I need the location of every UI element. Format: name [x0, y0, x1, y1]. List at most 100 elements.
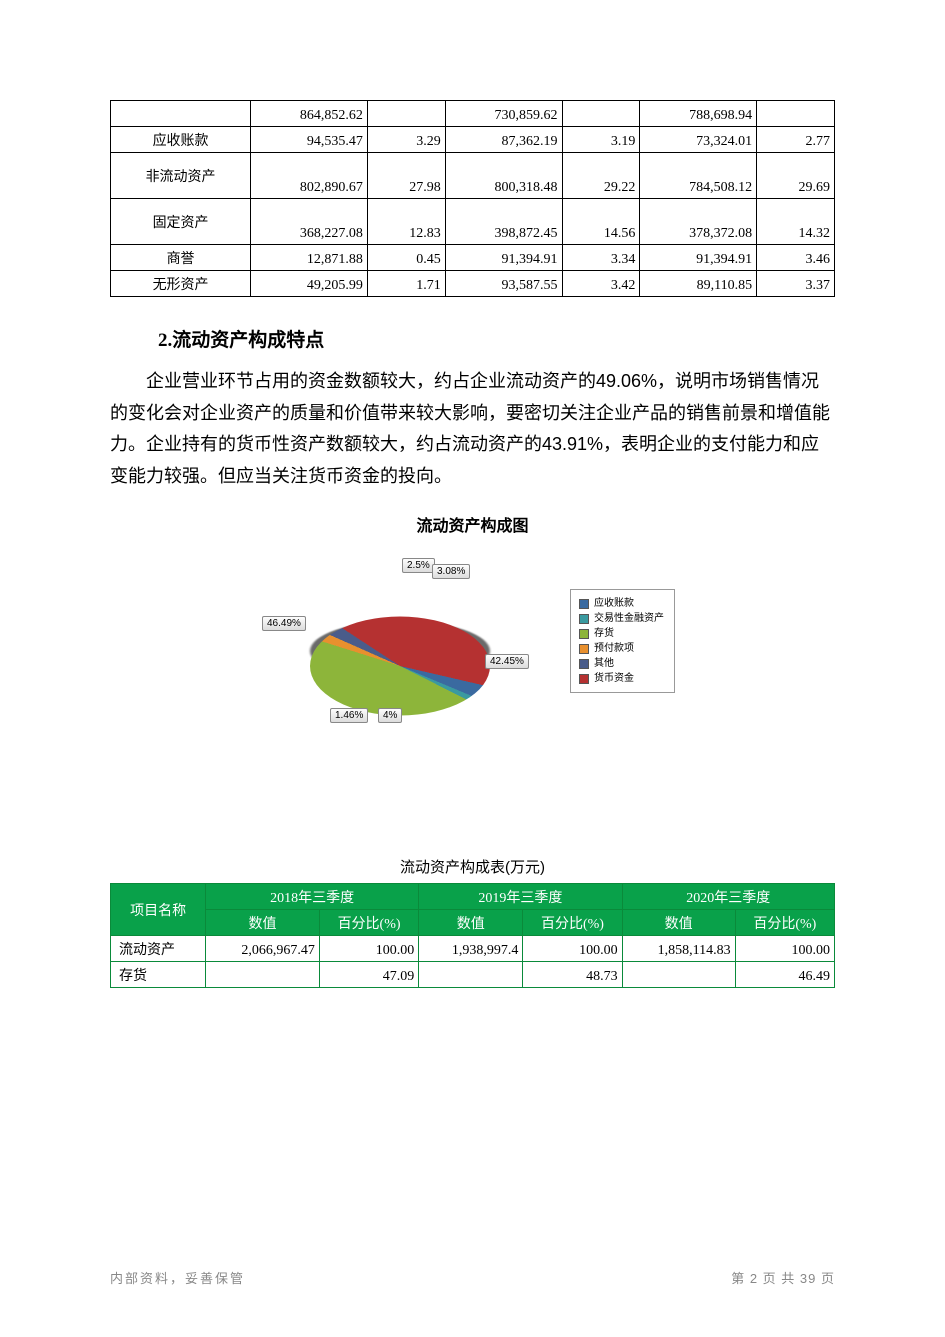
table-cell: 46.49	[735, 962, 834, 988]
table-row-label: 应收账款	[111, 127, 251, 153]
footer-right: 第 2 页 共 39 页	[731, 1268, 835, 1287]
table-cell	[562, 101, 640, 127]
table-cell: 91,394.91	[640, 245, 757, 271]
table-cell: 3.37	[757, 271, 835, 297]
table-cell: 788,698.94	[640, 101, 757, 127]
col-header-sub: 百分比(%)	[319, 910, 418, 936]
legend-label: 货币资金	[594, 671, 634, 686]
col-header-sub: 数值	[622, 910, 735, 936]
legend-swatch	[579, 614, 589, 624]
table-cell: 100.00	[735, 936, 834, 962]
table-cell: 2.77	[757, 127, 835, 153]
table-cell: 864,852.62	[251, 101, 368, 127]
table-cell: 91,394.91	[445, 245, 562, 271]
table-cell: 100.00	[523, 936, 622, 962]
footer-left: 内部资料，妥善保管	[110, 1268, 245, 1287]
table-row-label: 无形资产	[111, 271, 251, 297]
col-header-sub: 数值	[206, 910, 320, 936]
col-header-name: 项目名称	[111, 884, 206, 936]
chart-title: 流动资产构成图	[110, 512, 835, 536]
table-cell: 1.71	[367, 271, 445, 297]
legend-label: 交易性金融资产	[594, 611, 664, 626]
slice-label-yingshou: 4%	[378, 708, 402, 723]
table-cell: 93,587.55	[445, 271, 562, 297]
col-header-sub: 数值	[419, 910, 523, 936]
section-heading: 2.流动资产构成特点	[158, 325, 835, 352]
table-cell: 1,858,114.83	[622, 936, 735, 962]
table-cell: 800,318.48	[445, 153, 562, 199]
table-cell: 29.22	[562, 153, 640, 199]
table-cell: 87,362.19	[445, 127, 562, 153]
table-row-label: 非流动资产	[111, 153, 251, 199]
table-cell: 48.73	[523, 962, 622, 988]
body-paragraph: 企业营业环节占用的资金数额较大，约占企业流动资产的49.06%，说明市场销售情况…	[110, 366, 835, 492]
table-cell: 398,872.45	[445, 199, 562, 245]
legend-swatch	[579, 644, 589, 654]
col-header-sub: 百分比(%)	[523, 910, 622, 936]
table-cell: 3.34	[562, 245, 640, 271]
slice-label-yufu: 2.5%	[402, 558, 435, 573]
legend-item: 其他	[579, 656, 664, 671]
table-cell: 29.69	[757, 153, 835, 199]
slice-label-huobi: 42.45%	[485, 654, 529, 669]
table-cell: 94,535.47	[251, 127, 368, 153]
col-header-period: 2020年三季度	[622, 884, 834, 910]
table-cell	[367, 101, 445, 127]
table-cell: 3.29	[367, 127, 445, 153]
table-cell: 2,066,967.47	[206, 936, 320, 962]
table-cell: 47.09	[319, 962, 418, 988]
legend-item: 应收账款	[579, 596, 664, 611]
table-cell: 730,859.62	[445, 101, 562, 127]
legend-item: 预付款项	[579, 641, 664, 656]
table-cell: 378,372.08	[640, 199, 757, 245]
table-cell: 49,205.99	[251, 271, 368, 297]
legend-swatch	[579, 674, 589, 684]
table-cell: 802,890.67	[251, 153, 368, 199]
table-cell	[419, 962, 523, 988]
legend-item: 货币资金	[579, 671, 664, 686]
table-cell: 100.00	[319, 936, 418, 962]
legend-swatch	[579, 629, 589, 639]
table-cell: 73,324.01	[640, 127, 757, 153]
col-header-period: 2018年三季度	[206, 884, 419, 910]
slice-label-jiaoyixing: 1.46%	[330, 708, 368, 723]
table-row-label: 流动资产	[111, 936, 206, 962]
slice-label-cunhuo: 46.49%	[262, 616, 306, 631]
chart-legend: 应收账款交易性金融资产存货预付款项其他货币资金	[570, 589, 675, 693]
table-cell: 12,871.88	[251, 245, 368, 271]
table-cell: 27.98	[367, 153, 445, 199]
pie-chart: 流动资产构成图 46.49% 42.45% 2.5% 3.08%	[110, 512, 835, 736]
table-row-label	[111, 101, 251, 127]
table-cell: 368,227.08	[251, 199, 368, 245]
pie-graphic: 46.49% 42.45% 2.5% 3.08% 1.46% 4%	[270, 546, 530, 736]
table-cell: 3.42	[562, 271, 640, 297]
legend-label: 存货	[594, 626, 614, 641]
table2-title: 流动资产构成表(万元)	[110, 856, 835, 877]
asset-table: 864,852.62 730,859.62 788,698.94 应收账款94,535…	[110, 100, 835, 297]
liquid-asset-table: 项目名称2018年三季度2019年三季度2020年三季度数值百分比(%)数值百分…	[110, 883, 835, 988]
table-row-label: 商誉	[111, 245, 251, 271]
legend-item: 交易性金融资产	[579, 611, 664, 626]
table-cell: 12.83	[367, 199, 445, 245]
col-header-sub: 百分比(%)	[735, 910, 834, 936]
legend-label: 其他	[594, 656, 614, 671]
table-cell	[206, 962, 320, 988]
legend-swatch	[579, 659, 589, 669]
table-cell: 1,938,997.4	[419, 936, 523, 962]
col-header-period: 2019年三季度	[419, 884, 622, 910]
table-cell: 14.32	[757, 199, 835, 245]
page-footer: 内部资料，妥善保管 第 2 页 共 39 页	[110, 1268, 835, 1287]
table-cell: 784,508.12	[640, 153, 757, 199]
table-row-label: 固定资产	[111, 199, 251, 245]
table-cell: 3.19	[562, 127, 640, 153]
slice-label-qita: 3.08%	[432, 564, 470, 579]
page: 864,852.62730,859.62788,698.94应收账款94,535…	[0, 0, 945, 1337]
table-row-label: 存货	[111, 962, 206, 988]
table-cell: 3.46	[757, 245, 835, 271]
legend-swatch	[579, 599, 589, 609]
table-cell	[622, 962, 735, 988]
table-cell: 0.45	[367, 245, 445, 271]
table-cell	[757, 101, 835, 127]
legend-label: 预付款项	[594, 641, 634, 656]
table-cell: 14.56	[562, 199, 640, 245]
